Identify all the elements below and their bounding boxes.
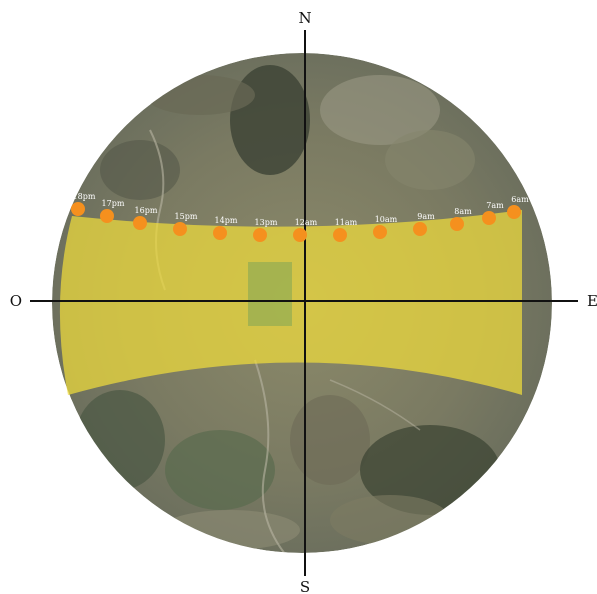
hour-label-14pm: 14pm (215, 216, 238, 225)
sun-marker-14pm (213, 226, 227, 240)
south-label: S (300, 578, 310, 594)
sun-marker-10am (373, 225, 387, 239)
hour-label-16pm: 16pm (135, 206, 158, 215)
north-label: N (298, 9, 311, 27)
west-label: O (10, 292, 22, 310)
sun-marker-16pm (133, 216, 147, 230)
east-label: E (587, 292, 597, 310)
hour-label-13pm: 13pm (255, 218, 278, 227)
hour-label-17pm: 17pm (102, 199, 125, 208)
hour-label-9am: 9am (417, 212, 435, 221)
hour-label-7am: 7am (486, 201, 504, 210)
sun-marker-13pm (253, 228, 267, 242)
hour-label-10am: 10am (375, 215, 398, 224)
hour-label-6am: 6am (511, 195, 529, 204)
sun-marker-11am (333, 228, 347, 242)
hour-label-15pm: 15pm (175, 212, 198, 221)
hour-label-11am: 11am (335, 218, 358, 227)
sun-marker-17pm (100, 209, 114, 223)
hour-label-8am: 8am (454, 207, 472, 216)
green-field-patch (248, 262, 292, 326)
hour-label-12am: 12am (295, 218, 318, 227)
sun-hour-markers: 18pm 17pm 16pm 15pm 14pm 13pm 12am 11am 10am 9am 8… (71, 192, 529, 242)
sun-marker-8am (450, 217, 464, 231)
sun-marker-9am (413, 222, 427, 236)
sun-marker-6am (507, 205, 521, 219)
sun-marker-18pm (71, 202, 85, 216)
sun-marker-12am (293, 228, 307, 242)
sun-marker-7am (482, 211, 496, 225)
sun-marker-15pm (173, 222, 187, 236)
hour-label-18pm: 18pm (73, 192, 96, 201)
